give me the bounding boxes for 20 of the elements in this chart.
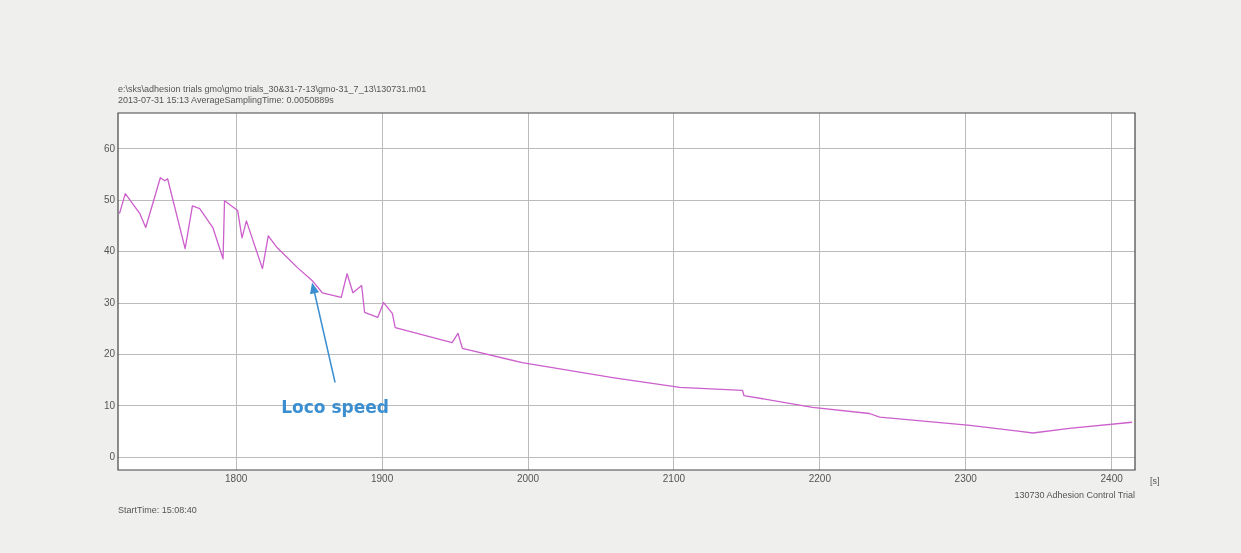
y-tick-label: 60 xyxy=(103,142,116,154)
x-tick-label: 2100 xyxy=(662,472,686,484)
y-tick-label: 40 xyxy=(103,245,116,257)
chart-subtitle: 2013-07-31 15:13 AverageSamplingTime: 0.0050889s xyxy=(118,95,334,105)
y-tick-label: 50 xyxy=(103,194,116,206)
x-tick-label: 2400 xyxy=(1100,472,1124,484)
chart-title: e:\sks\adhesion trials gmo\gmo trials_30&31-7-13\gmo-31_7_13\130731.m01 xyxy=(118,84,427,94)
x-tick-label: 2200 xyxy=(808,472,832,484)
annotation: Loco speed xyxy=(281,397,389,418)
x-tick-label: 1900 xyxy=(370,472,394,484)
x-tick-label: 2300 xyxy=(954,472,978,484)
text: StartTime: 15:08:40 xyxy=(118,505,197,515)
text: 130730 Adhesion Control Trial xyxy=(1014,490,1135,500)
y-tick-label: 0 xyxy=(109,450,116,462)
y-tick-label: 10 xyxy=(103,399,116,411)
x-tick-label: 1800 xyxy=(225,472,248,484)
y-tick-label: 20 xyxy=(103,348,116,360)
x-axis-title: [s] xyxy=(1150,476,1160,486)
x-tick-label: 2000 xyxy=(516,472,540,484)
y-tick-label: 30 xyxy=(103,296,116,308)
